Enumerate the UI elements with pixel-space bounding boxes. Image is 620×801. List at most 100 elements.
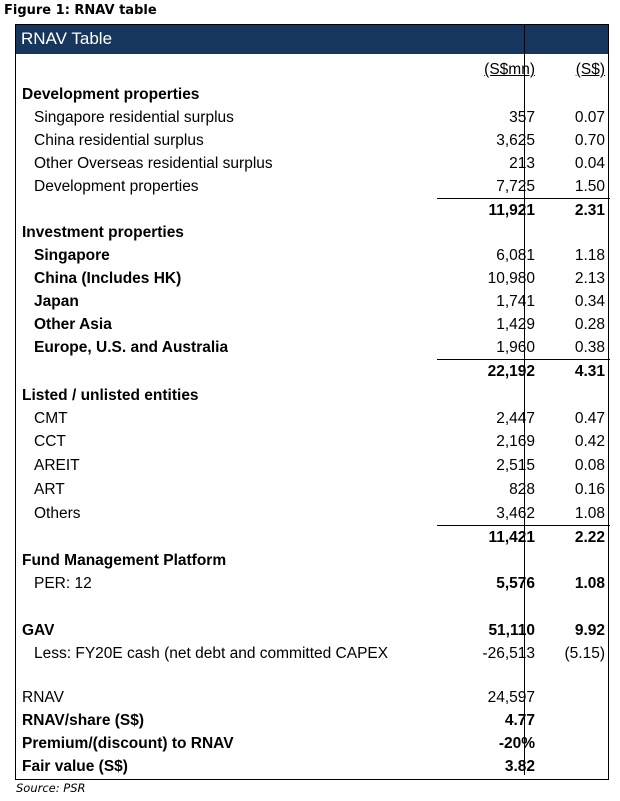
row-label: China (Includes HK) bbox=[34, 270, 182, 287]
row-per-share: 0.42 bbox=[574, 433, 605, 450]
row-value: 3.82 bbox=[504, 758, 535, 775]
row-per-share: 0.28 bbox=[574, 316, 605, 333]
row-value: 6,081 bbox=[496, 247, 535, 264]
subtotal-value: 11,921 bbox=[488, 202, 535, 219]
subtotal-per-share: 2.31 bbox=[574, 202, 605, 219]
section-heading: Fund Management Platform bbox=[16, 549, 608, 572]
row-label: Europe, U.S. and Australia bbox=[34, 339, 229, 356]
row-label: China residential surplus bbox=[34, 132, 204, 149]
table-row: Development properties 7,725 1.50 bbox=[16, 175, 608, 198]
row-label: Other Overseas residential surplus bbox=[34, 155, 273, 172]
table-row: CMT 2,447 0.47 bbox=[16, 407, 608, 430]
row-per-share: 0.16 bbox=[574, 481, 605, 498]
row-value: 5,576 bbox=[496, 575, 535, 592]
table-row: Others 3,462 1.08 bbox=[16, 502, 608, 525]
row-per-share: 0.08 bbox=[574, 457, 605, 474]
row-value: 1,429 bbox=[496, 316, 535, 333]
row-label: Singapore residential surplus bbox=[34, 109, 234, 126]
column-header-row: (S$mn) (S$) bbox=[16, 58, 608, 81]
table-title: RNAV Table bbox=[21, 29, 113, 48]
subtotal-row: 11,421 2.22 bbox=[16, 526, 608, 549]
row-label: Premium/(discount) to RNAV bbox=[22, 735, 234, 752]
row-value: 2,515 bbox=[496, 457, 535, 474]
row-value: 3,462 bbox=[496, 505, 535, 522]
per-share-unit-header: (S$) bbox=[575, 61, 605, 78]
row-label: Less: FY20E cash (net debt and committed… bbox=[34, 645, 389, 662]
fair-value-row: Fair value (S$) 3.82 bbox=[16, 755, 608, 778]
row-label: AREIT bbox=[34, 457, 80, 474]
row-label: RNAV/share (S$) bbox=[22, 712, 145, 729]
rnav-row: RNAV 24,597 bbox=[16, 686, 608, 709]
subtotal-per-share: 4.31 bbox=[574, 363, 605, 380]
row-per-share: 0.04 bbox=[574, 155, 605, 172]
row-label: ART bbox=[34, 481, 65, 498]
table-row: Singapore 6,081 1.18 bbox=[16, 244, 608, 267]
row-label: GAV bbox=[22, 622, 55, 639]
subtotal-rule bbox=[437, 198, 610, 199]
table-row: Other Overseas residential surplus 213 0… bbox=[16, 152, 608, 175]
row-per-share: 0.47 bbox=[574, 410, 605, 427]
row-value: 1,741 bbox=[496, 293, 535, 310]
subtotal-row: 22,192 4.31 bbox=[16, 360, 608, 383]
row-value: 7,725 bbox=[496, 178, 535, 195]
row-per-share: 0.07 bbox=[574, 109, 605, 126]
row-label: PER: 12 bbox=[34, 575, 92, 592]
row-value: 1,960 bbox=[496, 339, 535, 356]
section-heading: Listed / unlisted entities bbox=[16, 384, 608, 407]
subtotal-row: 11,921 2.31 bbox=[16, 199, 608, 222]
table-row: CCT 2,169 0.42 bbox=[16, 430, 608, 453]
row-value: -20% bbox=[498, 735, 535, 752]
row-label: Development properties bbox=[34, 178, 199, 195]
table-row: China residential surplus 3,625 0.70 bbox=[16, 129, 608, 152]
premium-row: Premium/(discount) to RNAV -20% bbox=[16, 732, 608, 755]
table-row: Europe, U.S. and Australia 1,960 0.38 bbox=[16, 336, 608, 359]
row-per-share: 1.18 bbox=[574, 247, 605, 264]
row-per-share: 1.08 bbox=[574, 575, 605, 592]
column-divider bbox=[524, 25, 525, 775]
fund-heading: Fund Management Platform bbox=[22, 552, 227, 569]
subtotal-value: 22,192 bbox=[487, 363, 535, 380]
row-label: Others bbox=[34, 505, 81, 522]
section-heading: Development properties bbox=[16, 83, 608, 106]
table-header: RNAV Table bbox=[16, 25, 608, 54]
source-note: Source: PSR bbox=[16, 781, 86, 795]
table-row: PER: 12 5,576 1.08 bbox=[16, 572, 608, 595]
table-row: ART 828 0.16 bbox=[16, 478, 608, 501]
row-label: CCT bbox=[34, 433, 66, 450]
row-label: Other Asia bbox=[34, 316, 112, 333]
value-unit-header: (S$mn) bbox=[484, 61, 535, 78]
row-label: CMT bbox=[34, 410, 68, 427]
row-value: 2,447 bbox=[496, 410, 535, 427]
row-per-share: 1.08 bbox=[574, 505, 605, 522]
row-label: RNAV bbox=[22, 689, 64, 706]
row-value: 10,980 bbox=[487, 270, 535, 287]
table-row: Japan 1,741 0.34 bbox=[16, 290, 608, 313]
section-heading: Investment properties bbox=[16, 221, 608, 244]
row-per-share: 9.92 bbox=[574, 622, 605, 639]
rnav-share-row: RNAV/share (S$) 4.77 bbox=[16, 709, 608, 732]
row-per-share: 2.13 bbox=[574, 270, 605, 287]
row-value: 213 bbox=[509, 155, 535, 172]
subtotal-rule bbox=[437, 525, 610, 526]
subtotal-per-share: 2.22 bbox=[574, 529, 605, 546]
gav-row: GAV 51,110 9.92 bbox=[16, 619, 608, 642]
table-row: AREIT 2,515 0.08 bbox=[16, 454, 608, 477]
figure-caption: Figure 1: RNAV table bbox=[4, 3, 157, 18]
row-label: Singapore bbox=[34, 247, 110, 264]
row-value: 51,110 bbox=[488, 622, 535, 639]
row-per-share: 0.34 bbox=[574, 293, 605, 310]
subtotal-value: 11,421 bbox=[488, 529, 535, 546]
row-value: -26,513 bbox=[482, 645, 535, 662]
table-row: Singapore residential surplus 357 0.07 bbox=[16, 106, 608, 129]
development-heading: Development properties bbox=[22, 86, 200, 103]
row-label: Fair value (S$) bbox=[22, 758, 128, 775]
row-value: 828 bbox=[509, 481, 535, 498]
row-per-share: 0.70 bbox=[574, 132, 605, 149]
table-row: Other Asia 1,429 0.28 bbox=[16, 313, 608, 336]
investment-heading: Investment properties bbox=[22, 224, 184, 241]
row-label: Japan bbox=[34, 293, 79, 310]
less-cash-row: Less: FY20E cash (net debt and committed… bbox=[16, 642, 608, 665]
row-value: 3,625 bbox=[496, 132, 535, 149]
row-value: 2,169 bbox=[496, 433, 535, 450]
row-value: 4.77 bbox=[504, 712, 535, 729]
